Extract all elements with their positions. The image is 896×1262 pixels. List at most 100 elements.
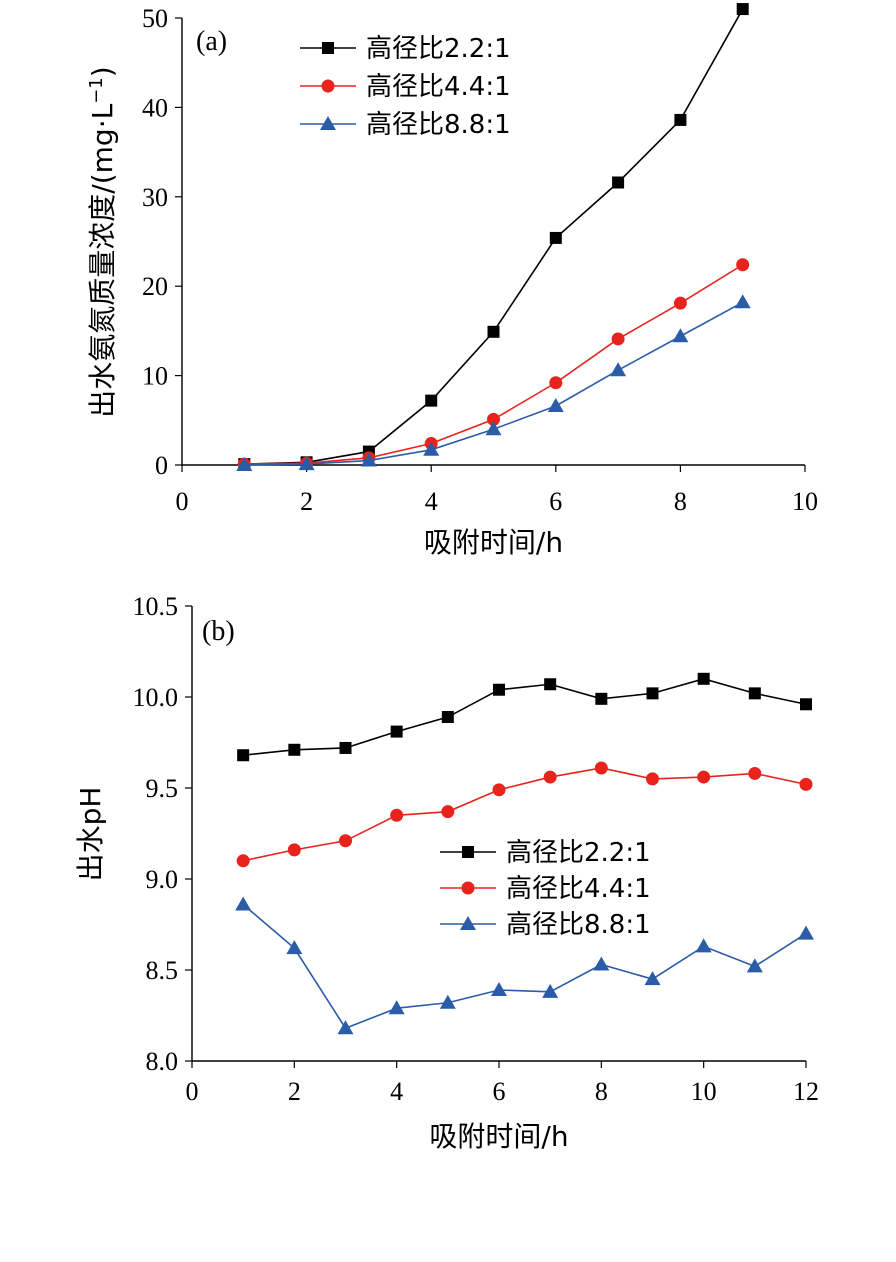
y-tick-label: 9.0 [146, 865, 179, 894]
x-tick-label: 12 [793, 1077, 819, 1106]
data-point-series-2 [549, 376, 563, 390]
data-point-series-1 [736, 3, 749, 16]
data-point-series-2 [543, 770, 557, 784]
data-point-series-1 [748, 687, 761, 700]
y-axis-title-superscript: −1 [86, 77, 107, 104]
legend-label: 高径比4.4:1 [366, 72, 511, 102]
data-point-series-3 [439, 994, 456, 1009]
data-point-series-3 [388, 1000, 405, 1015]
chart-panel-a: 0 2 4 6 8 10 0 10 20 30 40 50 吸附时间/h 出水氨氮质量浓度/(mg·L−1… [86, 3, 818, 559]
data-point-series-2 [611, 332, 625, 346]
data-point-series-1 [595, 692, 608, 705]
x-tick-label: 2 [288, 1077, 301, 1106]
legend-label: 高径比4.4:1 [506, 874, 651, 904]
data-point-series-3 [593, 956, 610, 971]
data-point-series-3 [235, 896, 252, 911]
x-tick-label: 10 [691, 1077, 717, 1106]
data-point-series-3 [485, 421, 502, 436]
series-line-3 [242, 903, 807, 1030]
data-point-series-2 [594, 761, 608, 775]
x-tick-label: 10 [792, 487, 818, 516]
data-point-series-2 [236, 854, 250, 868]
y-tick-label: 10.0 [133, 683, 179, 712]
data-point-series-2 [339, 834, 352, 848]
data-point-series-3 [542, 983, 559, 998]
data-point-series-3 [672, 328, 689, 343]
data-point-series-2 [390, 808, 404, 822]
y-axis-title: 出水氨氮质量浓度/(mg·L−1) [86, 66, 119, 417]
legend-marker [460, 916, 476, 930]
data-point-series-1 [646, 687, 659, 700]
data-point-series-1 [544, 678, 557, 691]
data-point-series-1 [288, 743, 301, 756]
data-point-series-3 [286, 940, 303, 955]
x-tick-label: 4 [390, 1077, 403, 1106]
data-point-series-1 [612, 176, 625, 189]
data-point-series-2 [736, 258, 750, 272]
data-point-series-1 [674, 113, 687, 126]
data-point-series-3 [695, 938, 712, 953]
x-tick-label: 0 [176, 487, 189, 516]
data-point-series-1 [549, 231, 562, 244]
data-point-series-2 [799, 777, 813, 791]
x-tick-label: 8 [595, 1077, 608, 1106]
data-point-series-3 [734, 294, 751, 309]
data-point-series-1 [487, 325, 500, 338]
legend-label: 高径比2.2:1 [366, 34, 511, 64]
data-point-series-2 [487, 412, 500, 426]
data-point-series-3 [423, 441, 440, 456]
data-point-series-1 [493, 683, 505, 696]
series-line-2 [242, 767, 807, 862]
data-point-series-1 [697, 672, 710, 685]
x-tick-label: 4 [425, 487, 438, 516]
y-axis-title-close: ) [86, 66, 119, 77]
data-point-series-3 [610, 362, 627, 377]
data-point-series-1 [441, 711, 454, 724]
y-tick-label: 0 [155, 451, 168, 480]
data-point-series-2 [697, 770, 711, 784]
y-tick-label: 50 [142, 4, 168, 33]
data-point-series-1 [390, 725, 403, 738]
legend-label: 高径比2.2:1 [506, 838, 651, 868]
y-tick-label: 9.5 [146, 774, 179, 803]
data-point-series-3 [547, 397, 564, 412]
y-tick-label: 10.5 [133, 592, 179, 621]
y-tick-label: 40 [142, 93, 168, 122]
x-tick-label: 8 [674, 487, 687, 516]
y-tick-label: 8.5 [146, 956, 179, 985]
panel-label: (b) [202, 616, 235, 647]
series-line-1 [243, 677, 807, 757]
data-point-series-2 [441, 805, 455, 819]
y-axis-title-main: 出水pH [74, 787, 107, 882]
y-axis-title: 出水pH [74, 787, 107, 882]
data-point-series-2 [673, 296, 687, 310]
data-point-series-3 [491, 982, 507, 997]
x-tick-label: 6 [549, 487, 562, 516]
data-point-series-3 [360, 452, 377, 467]
chart-panel-b: 0 2 4 6 8 10 12 8.0 8.5 9.0 9.5 10.0 10.5 吸附时间/h 出水pH (… [74, 592, 819, 1153]
x-axis-title: 吸附时间/h [429, 1120, 568, 1153]
data-point-series-2 [492, 783, 506, 797]
data-point-series-1 [237, 749, 250, 762]
data-point-series-1 [339, 741, 352, 754]
data-point-series-1 [800, 698, 812, 711]
data-point-series-3 [236, 457, 253, 471]
data-point-series-3 [337, 1020, 354, 1035]
legend-label: 高径比8.8:1 [506, 910, 651, 940]
y-tick-label: 30 [142, 183, 168, 212]
data-point-series-2 [646, 772, 659, 786]
data-point-series-2 [287, 843, 301, 857]
legend-marker [320, 116, 336, 130]
data-point-series-3 [298, 456, 315, 471]
y-tick-label: 8.0 [146, 1047, 179, 1076]
y-tick-label: 10 [142, 362, 168, 391]
data-point-series-3 [746, 958, 763, 973]
data-point-series-3 [798, 925, 814, 940]
panel-label: (a) [196, 26, 227, 57]
x-tick-label: 6 [493, 1077, 506, 1106]
data-point-series-2 [748, 766, 762, 780]
x-axis-title: 吸附时间/h [424, 526, 563, 559]
legend-marker [321, 79, 335, 93]
y-tick-label: 20 [142, 272, 168, 301]
